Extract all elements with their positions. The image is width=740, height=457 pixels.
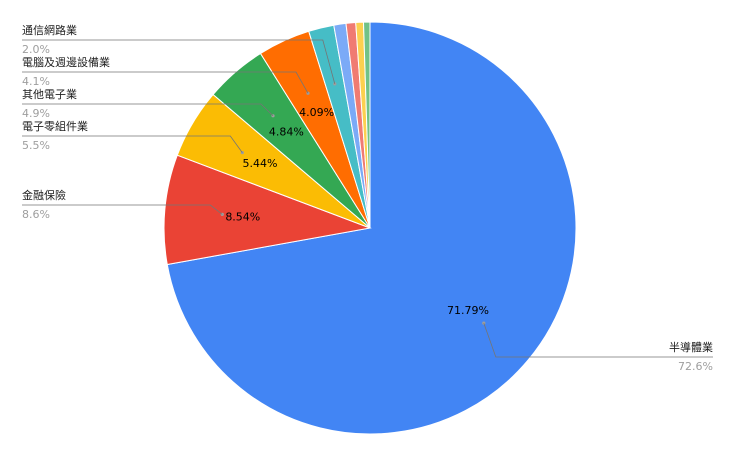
slice-inner-label: 8.54% (225, 210, 260, 223)
leader-line (22, 204, 223, 215)
callout-category-label: 金融保險 (22, 188, 66, 202)
slice-inner-label: 4.09% (299, 106, 334, 119)
callout-labels: 半導體業 72.6% 金融保險 8.6% 電子零組件業 5.5% 其他電子業 4.9% 電腦及週… (22, 23, 713, 373)
leader-line (22, 71, 309, 94)
leader-line (483, 322, 713, 358)
callout-percent-label: 8.6% (22, 208, 50, 221)
slice-minor-9[interactable] (362, 21, 371, 229)
callout-category-label: 其他電子業 (22, 88, 77, 101)
leader-line (22, 39, 336, 85)
slice-inner-label: 71.79% (447, 304, 489, 317)
slice-inner-label: 5.44% (243, 157, 278, 170)
pie-slices (163, 21, 577, 435)
callout-percent-label: 5.5% (22, 139, 50, 152)
callout-percent-label: 4.1% (22, 75, 50, 88)
leader-line (22, 103, 274, 117)
callout-category-label: 通信網路業 (22, 23, 77, 37)
callout-percent-label: 4.9% (22, 107, 50, 120)
slice-inner-label: 4.84% (269, 125, 304, 138)
leader-line (22, 135, 243, 153)
slice-半導體業[interactable] (166, 21, 577, 435)
slice-inner-labels: 71.79% 8.54% 5.44% 4.84% 4.09% (225, 106, 489, 317)
callout-percent-label: 72.6% (678, 360, 713, 373)
leader-lines (22, 39, 713, 358)
callout-category-label: 電腦及週邊設備業 (22, 55, 110, 69)
callout-category-label: 電子零組件業 (22, 120, 88, 133)
callout-percent-label: 2.0% (22, 43, 50, 56)
callout-category-label: 半導體業 (669, 340, 713, 354)
slice-金融保險[interactable] (163, 154, 372, 266)
